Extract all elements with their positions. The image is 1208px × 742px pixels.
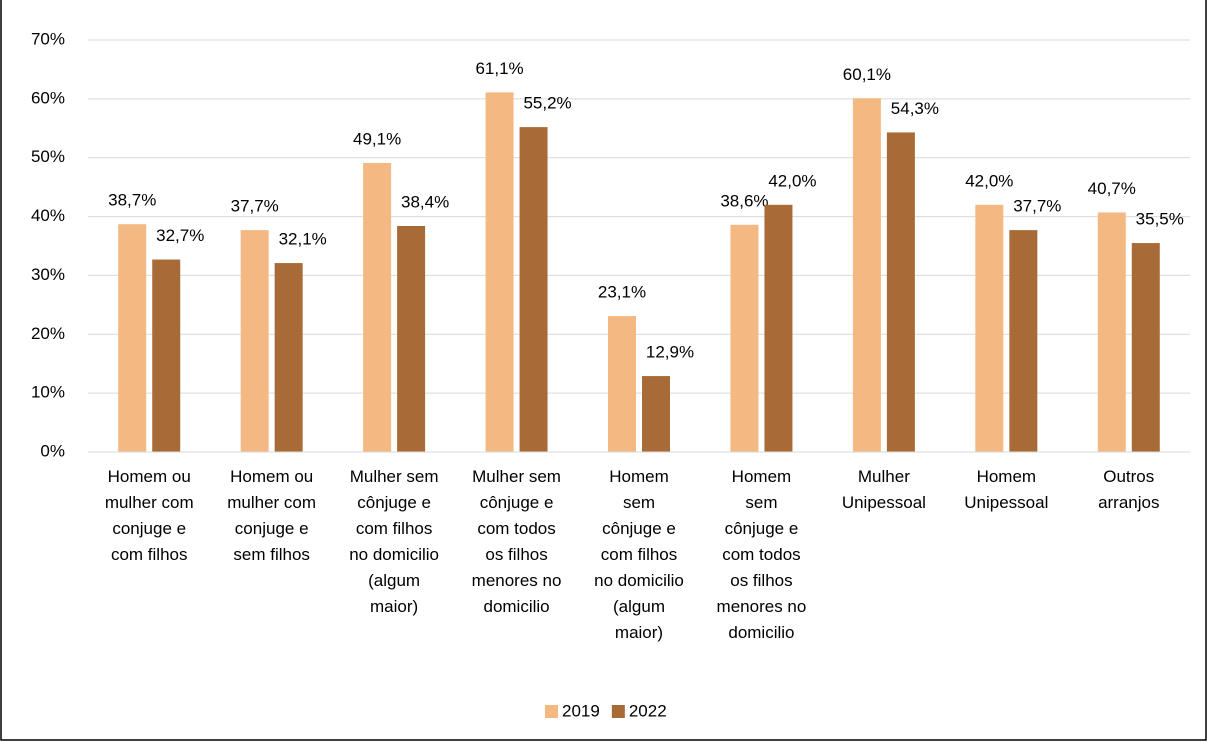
data-label: 38,6% xyxy=(720,191,768,210)
bar xyxy=(1097,212,1126,452)
bar xyxy=(642,376,670,452)
data-label: 37,7% xyxy=(1013,197,1061,216)
bar xyxy=(852,98,881,453)
data-label: 42,0% xyxy=(768,171,816,190)
data-label: 38,4% xyxy=(401,192,449,211)
y-tick-label: 70% xyxy=(31,29,65,48)
x-tick-label: Homem ou mulher com conjuge e sem filhos xyxy=(227,467,316,564)
x-tick-label: Mulher sem cônjuge e com todos os filhos men… xyxy=(472,467,562,616)
bar xyxy=(764,204,793,452)
legend-swatch xyxy=(611,705,625,718)
data-label: 61,1% xyxy=(475,59,523,78)
bar xyxy=(485,92,514,452)
bar xyxy=(152,259,181,452)
x-tick-label: Homem Unipessoal xyxy=(964,467,1048,512)
bar xyxy=(519,127,548,452)
data-label: 32,7% xyxy=(156,226,204,245)
legend-swatch xyxy=(545,705,558,718)
bar xyxy=(1009,230,1038,452)
data-label: 40,7% xyxy=(1088,179,1136,198)
data-label: 37,7% xyxy=(231,197,279,216)
bar xyxy=(886,132,915,453)
data-label: 32,1% xyxy=(279,230,327,249)
y-tick-label: 40% xyxy=(31,206,65,225)
bar xyxy=(363,163,392,453)
data-label: 42,0% xyxy=(965,171,1013,190)
data-label: 12,9% xyxy=(646,343,694,362)
y-tick-label: 50% xyxy=(31,147,65,166)
y-tick-label: 20% xyxy=(31,324,65,343)
bar xyxy=(274,263,303,452)
bar xyxy=(118,224,147,452)
bar xyxy=(975,204,1004,452)
y-tick-label: 60% xyxy=(31,88,65,107)
data-label: 49,1% xyxy=(353,129,401,148)
bar xyxy=(608,316,636,452)
legend-label: 2019 xyxy=(562,701,600,720)
bar xyxy=(240,230,269,452)
data-label: 55,2% xyxy=(523,94,571,113)
y-tick-label: 0% xyxy=(40,441,65,460)
data-label: 23,1% xyxy=(598,283,646,302)
data-label: 35,5% xyxy=(1136,210,1184,229)
bar xyxy=(730,224,759,452)
bar xyxy=(1131,243,1160,452)
bar xyxy=(397,225,426,452)
y-tick-label: 10% xyxy=(31,383,65,402)
legend: 2019 2022 xyxy=(545,701,667,720)
x-tick-label: Outros arranjos xyxy=(1098,467,1159,512)
data-label: 38,7% xyxy=(108,191,156,210)
legend-label: 2022 xyxy=(629,701,667,720)
data-label: 54,3% xyxy=(891,99,939,118)
x-tick-label: Homem ou mulher com conjuge e com filhos xyxy=(105,467,194,564)
x-tick-label: Mulher sem cônjuge e com filhos no domicili… xyxy=(349,467,439,616)
y-tick-label: 30% xyxy=(31,265,65,284)
x-tick-label: Homem sem cônjuge e com filhos no domicilio(… xyxy=(594,467,684,642)
x-tick-label: Mulher Unipessoal xyxy=(842,467,926,512)
data-label: 60,1% xyxy=(843,65,891,84)
x-tick-label: Homem sem cônjuge e com todos os filhos menor… xyxy=(717,467,807,642)
